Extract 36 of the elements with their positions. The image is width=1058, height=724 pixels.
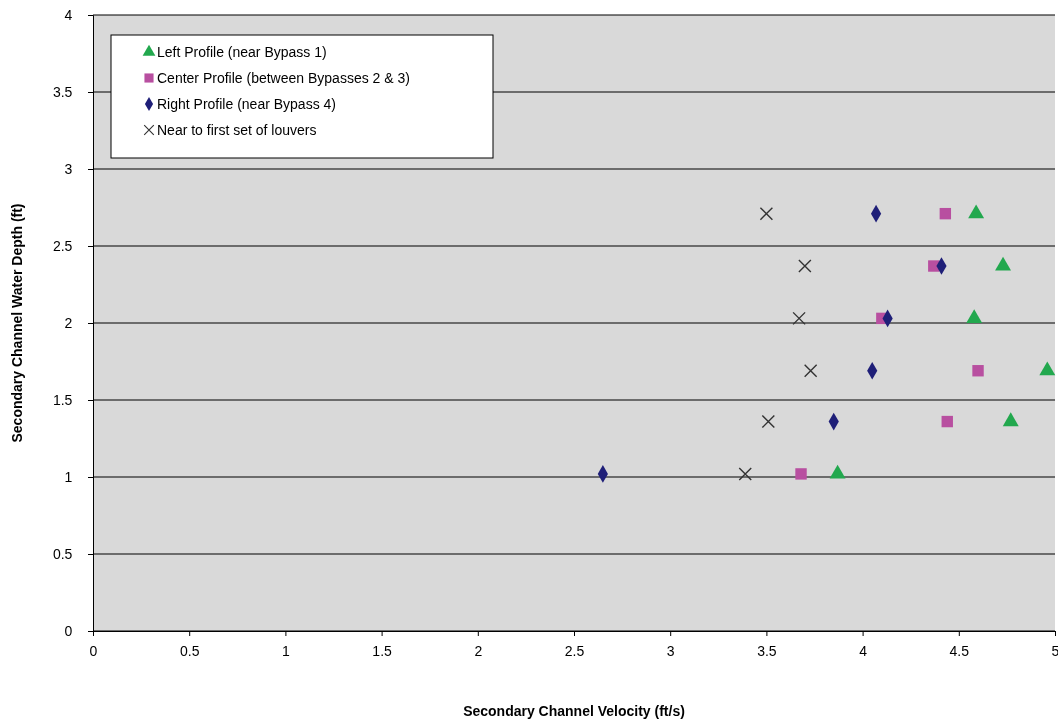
legend-label: Near to first set of louvers	[157, 122, 317, 138]
point	[939, 207, 952, 220]
x-tick-label: 2	[474, 642, 483, 659]
legend-label: Left Profile (near Bypass 1)	[157, 44, 327, 60]
y-tick-label: 2.5	[52, 237, 73, 254]
y-tick-label: 1	[64, 468, 73, 485]
point	[759, 206, 774, 221]
point	[761, 414, 776, 429]
point	[798, 259, 812, 273]
point	[738, 467, 752, 481]
x-tick-label: 4	[859, 642, 868, 659]
point	[803, 364, 818, 378]
x-axis-title: Secondary Channel Velocity (ft/s)	[463, 703, 685, 719]
y-tick-label: 0	[64, 622, 73, 639]
point	[972, 365, 984, 377]
x-tick-label: 0	[89, 642, 98, 659]
x-tick-label: 4.5	[949, 642, 970, 659]
y-tick-label: 1.5	[52, 391, 73, 408]
legend-label: Right Profile (near Bypass 4)	[157, 96, 336, 112]
y-tick-label: 4	[64, 6, 73, 23]
point	[795, 468, 807, 480]
x-tick-label: 1.5	[372, 642, 393, 659]
x-tick-label: 5	[1051, 642, 1058, 659]
y-tick-label: 2	[64, 314, 73, 331]
x-tick-label: 3.5	[757, 642, 777, 659]
x-tick-label: 3	[666, 642, 675, 659]
y-axis-title: Secondary Channel Water Depth (ft)	[9, 203, 25, 443]
x-tick-label: 2.5	[564, 642, 585, 659]
point	[941, 415, 953, 428]
legend-label: Center Profile (between Bypasses 2 & 3)	[157, 70, 410, 86]
y-tick-label: 0.5	[52, 545, 73, 562]
x-tick-label: 1	[282, 642, 290, 659]
y-tick-label: 3	[64, 160, 73, 177]
y-tick-label: 3.5	[52, 83, 73, 100]
x-tick-label: 0.5	[179, 642, 200, 659]
point	[792, 311, 806, 326]
